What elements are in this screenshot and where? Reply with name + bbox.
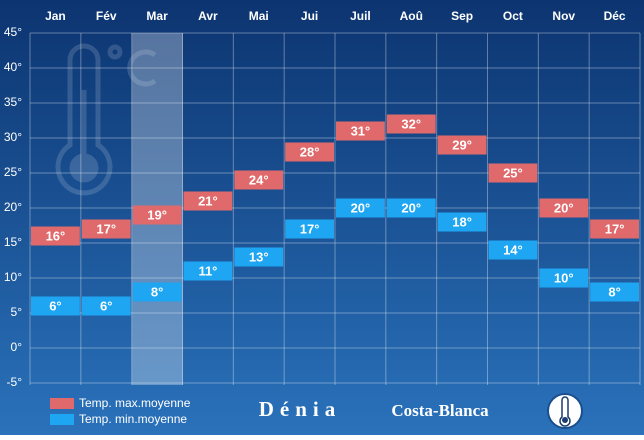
month-label: Sep — [451, 9, 473, 23]
temp-box — [539, 198, 589, 218]
temp-box — [336, 198, 385, 218]
month-label: Déc — [604, 9, 626, 23]
temp-label: 18° — [452, 214, 472, 229]
temp-label: 6° — [100, 298, 112, 313]
y-tick-label: 10° — [4, 270, 22, 284]
temp-label: 10° — [554, 270, 574, 285]
temp-box — [132, 205, 182, 225]
temp-label: 17° — [300, 221, 320, 236]
place-name: Dénia — [259, 397, 342, 421]
temp-box — [539, 268, 589, 288]
temp-box — [285, 142, 334, 162]
temp-label: 20° — [351, 200, 371, 215]
y-tick-label: 40° — [4, 60, 22, 74]
temp-box — [488, 240, 538, 260]
temp-box — [488, 163, 538, 183]
temp-label: 20° — [401, 200, 421, 215]
temp-label: 8° — [608, 284, 620, 299]
month-label: Jan — [45, 9, 66, 23]
temp-label: 11° — [198, 263, 217, 278]
y-tick-label: 5° — [11, 305, 23, 319]
y-tick-label: 0° — [11, 340, 23, 354]
temp-box — [336, 121, 385, 141]
y-tick-label: 20° — [4, 200, 22, 214]
temp-box — [183, 261, 233, 281]
temp-label: 8° — [151, 284, 163, 299]
temp-label: 14° — [503, 242, 523, 257]
temp-box — [590, 219, 639, 239]
temp-label: 17° — [96, 221, 116, 236]
month-label: Avr — [198, 9, 218, 23]
month-label: Jui — [301, 9, 318, 23]
temp-label: 24° — [249, 172, 269, 187]
month-label: Aoû — [400, 9, 423, 23]
temp-label: 16° — [46, 228, 66, 243]
temp-label: 28° — [300, 144, 320, 159]
temp-box — [590, 282, 639, 302]
y-tick-label: -5° — [7, 375, 23, 389]
month-label: Oct — [503, 9, 523, 23]
temp-box — [81, 296, 131, 316]
temp-box — [234, 247, 284, 267]
y-tick-label: 45° — [4, 25, 22, 39]
temp-label: 29° — [452, 137, 472, 152]
month-label: Mai — [249, 9, 269, 23]
temp-box — [81, 219, 131, 239]
temp-label: 19° — [147, 207, 167, 222]
y-tick-label: 15° — [4, 235, 22, 249]
temp-box — [234, 170, 284, 190]
temp-box — [31, 296, 80, 316]
temp-box — [437, 135, 487, 155]
legend-label: Temp. max.moyenne — [79, 396, 191, 410]
month-label: Fév — [96, 9, 117, 23]
temp-label: 31° — [351, 123, 371, 138]
temp-box — [183, 191, 233, 211]
temp-box — [285, 219, 334, 239]
y-tick-label: 25° — [4, 165, 22, 179]
region-name: Costa-Blanca — [391, 401, 489, 420]
temp-box — [132, 282, 182, 302]
legend-label: Temp. min.moyenne — [79, 412, 187, 426]
month-label: Juil — [350, 9, 371, 23]
legend-swatch — [50, 398, 74, 409]
temp-label: 20° — [554, 200, 574, 215]
temp-label: 17° — [605, 221, 625, 236]
month-label: Mar — [146, 9, 168, 23]
temp-label: 21° — [198, 193, 218, 208]
temp-label: 25° — [503, 165, 523, 180]
legend-swatch — [50, 414, 74, 425]
thermometer-icon — [547, 393, 583, 429]
temp-label: 13° — [249, 249, 269, 264]
y-tick-label: 35° — [4, 95, 22, 109]
temp-box — [31, 226, 80, 246]
thermometer-watermark — [55, 43, 157, 196]
temp-label: 32° — [401, 116, 421, 131]
temp-label: 6° — [49, 298, 61, 313]
temp-box — [386, 114, 436, 134]
month-label: Nov — [552, 9, 575, 23]
temp-box — [437, 212, 487, 232]
temp-box — [386, 198, 436, 218]
y-tick-label: 30° — [4, 130, 22, 144]
